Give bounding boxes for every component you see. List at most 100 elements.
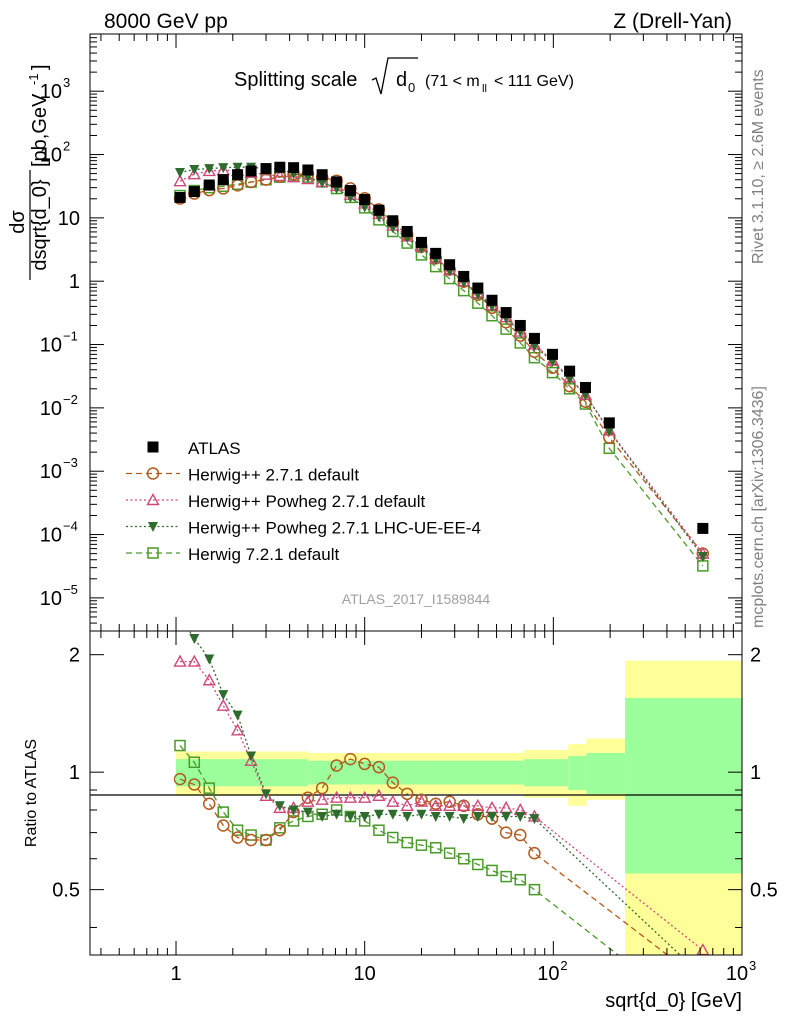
main-point bbox=[528, 351, 541, 364]
main-y-tick-label-exponent: −3 bbox=[63, 455, 78, 470]
ratio-point bbox=[529, 814, 540, 825]
ratio-point bbox=[386, 794, 400, 807]
ratio-point bbox=[174, 739, 186, 752]
main-y-tick-label: 10 bbox=[40, 145, 62, 167]
ratio-point bbox=[499, 800, 513, 814]
main-y-tick-label: 10 bbox=[40, 81, 62, 103]
ratio-point bbox=[218, 690, 229, 701]
main-point bbox=[564, 365, 576, 377]
main-frame bbox=[89, 33, 743, 632]
ratio-point bbox=[301, 791, 315, 804]
main-point bbox=[175, 168, 186, 179]
main-point bbox=[274, 161, 286, 173]
legend-marker bbox=[146, 493, 160, 506]
x-tick-labels: 1 10 10 2 10 3 bbox=[170, 958, 756, 985]
main-y-tick-label: 10 bbox=[40, 335, 62, 357]
main-point bbox=[472, 282, 484, 294]
main-point bbox=[260, 163, 272, 175]
ratio-point bbox=[514, 874, 527, 886]
main-y-tick-label-exponent: −1 bbox=[63, 329, 78, 344]
main-point bbox=[273, 168, 287, 182]
y-label-units: [pb,GeV bbox=[29, 93, 51, 167]
ratio-point bbox=[274, 801, 285, 812]
main-y-tick-label-exponent: −5 bbox=[63, 582, 78, 597]
x-tick-label-exponent: 3 bbox=[749, 958, 756, 973]
main-y-tick-label: 1 bbox=[69, 271, 80, 293]
main-y-tick-label-exponent: 2 bbox=[63, 139, 70, 154]
ratio-point bbox=[486, 811, 497, 822]
legend-label: Herwig++ Powheg 2.7.1 default bbox=[188, 492, 425, 511]
main-y-tick-label: 10 bbox=[40, 525, 62, 547]
ratio-point bbox=[401, 836, 413, 849]
ratio-point bbox=[416, 809, 427, 820]
ratio-point bbox=[187, 654, 201, 667]
process-label: Z (Drell-Yan) bbox=[613, 10, 732, 33]
ratio-y-tick-label-right: 0.5 bbox=[750, 880, 778, 902]
ratio-series bbox=[173, 631, 710, 955]
ratio-point bbox=[402, 811, 413, 822]
main-point bbox=[603, 417, 615, 429]
mcplots-label: mcplots.cern.ch [arXiv:1306.3436] bbox=[750, 386, 767, 628]
y-label-exponent: -1 bbox=[26, 73, 41, 85]
main-point bbox=[529, 341, 540, 352]
main-point bbox=[604, 426, 615, 437]
legend-marker bbox=[146, 467, 160, 480]
ratio-point bbox=[499, 826, 513, 839]
ratio-point bbox=[301, 794, 315, 807]
main-point bbox=[174, 191, 186, 203]
legend-label: Herwig 7.2.1 default bbox=[188, 545, 339, 564]
main-point bbox=[697, 560, 709, 572]
band-inner bbox=[625, 697, 742, 874]
ratio-point bbox=[330, 759, 343, 772]
main-point bbox=[288, 162, 300, 174]
x-tick-label: 10 bbox=[354, 963, 376, 985]
main-point bbox=[547, 348, 559, 360]
main-point bbox=[232, 162, 243, 173]
main-point bbox=[415, 236, 427, 248]
ratio-point bbox=[173, 654, 187, 667]
ratio-point bbox=[246, 751, 257, 762]
main-y-tick-label-exponent: 3 bbox=[63, 75, 70, 90]
x-tick-label-exponent: 2 bbox=[560, 958, 567, 973]
legend-marker bbox=[148, 522, 158, 532]
ratio-point bbox=[204, 654, 215, 665]
ratio-point bbox=[472, 811, 483, 822]
ratio-point bbox=[386, 776, 400, 789]
ratio-point bbox=[273, 823, 287, 837]
ratio-point bbox=[287, 815, 300, 827]
main-y-tick-label: 10 bbox=[40, 398, 62, 420]
legend-marker bbox=[147, 441, 159, 453]
ratio-point bbox=[528, 846, 541, 860]
ratio-y-tick-label: 0.5 bbox=[52, 880, 80, 902]
ratio-point bbox=[400, 798, 414, 811]
ratio-point bbox=[302, 807, 313, 818]
ratio-point bbox=[230, 723, 245, 736]
ratio-point bbox=[430, 811, 441, 822]
ratio-point bbox=[231, 831, 244, 844]
ratio-series-line bbox=[180, 660, 704, 951]
x-tick-label: 1 bbox=[170, 963, 181, 985]
ratio-point bbox=[471, 798, 485, 811]
main-series bbox=[173, 161, 710, 572]
ratio-point bbox=[217, 819, 230, 832]
plot-title-symbol: d bbox=[396, 69, 407, 91]
ratio-point bbox=[216, 698, 230, 711]
ratio-point bbox=[343, 790, 358, 803]
ratio-panel: 0.5 0.51 12 2 Ratio to ATLAS 1 10 10 2 10 3 sqrt… bbox=[23, 630, 778, 1012]
ratio-point bbox=[317, 811, 328, 822]
ratio-point bbox=[501, 811, 512, 822]
main-point bbox=[331, 176, 343, 188]
main-point bbox=[486, 294, 498, 306]
main-point bbox=[245, 165, 257, 177]
ratio-point bbox=[415, 793, 428, 806]
plot-title-cut-end: < 111 GeV) bbox=[494, 73, 574, 90]
main-y-tick-label: 10 bbox=[58, 208, 80, 230]
ratio-y-tick-label: 1 bbox=[69, 762, 80, 784]
ratio-point bbox=[245, 829, 257, 841]
energy-label: 8000 GeV pp bbox=[104, 10, 228, 33]
ratio-point bbox=[373, 824, 385, 836]
plot-title-cut-subscript: ll bbox=[482, 83, 487, 95]
ratio-point bbox=[387, 831, 399, 844]
